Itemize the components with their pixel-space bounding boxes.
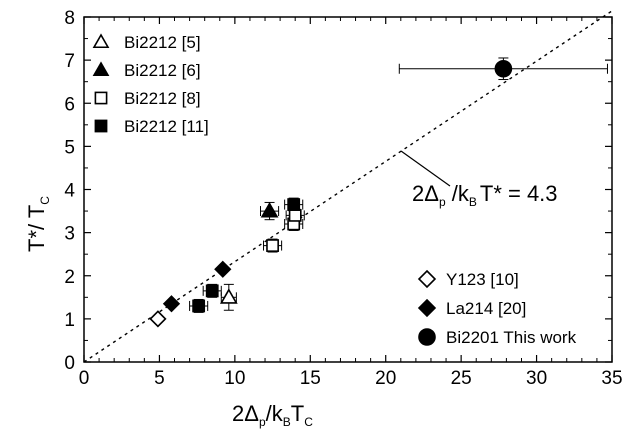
x-tick-label: 5 (154, 368, 165, 389)
y-tick-label: 2 (64, 267, 75, 288)
y-tick-label: 4 (64, 181, 75, 202)
legend-label: La214 [20] (446, 299, 526, 318)
data-point (287, 198, 301, 211)
y-tick-label: 1 (64, 310, 75, 331)
data-point (214, 260, 232, 278)
legend-marker (418, 328, 436, 346)
data-point (266, 239, 279, 252)
data-point (288, 208, 302, 222)
data-point (494, 59, 513, 78)
legend-label: Bi2212 [6] (124, 61, 201, 80)
data-point (219, 288, 238, 304)
legend-label: Bi2212 [5] (124, 33, 201, 52)
legend-marker (94, 119, 108, 133)
y-tick-label: 5 (64, 137, 75, 158)
legend-marker (417, 298, 437, 318)
data-point (205, 284, 219, 298)
data-point (162, 295, 181, 313)
legend-marker (92, 61, 110, 77)
x-tick-label: 35 (601, 368, 622, 389)
legend-marker (94, 91, 108, 105)
x-tick-label: 10 (224, 368, 245, 389)
x-tick-label: 15 (300, 368, 321, 389)
y-axis-title: T*/ TC (24, 196, 52, 252)
y-tick-label: 6 (64, 94, 75, 115)
x-tick-label: 30 (526, 368, 547, 389)
x-axis-title: 2Δp/kBTC (232, 401, 313, 429)
annotation-text: 2Δp /kB T* = 4.3 (412, 181, 558, 209)
annotation-leader-line (400, 150, 451, 187)
data-point (192, 299, 206, 313)
data-point (260, 201, 279, 218)
legend-marker (92, 33, 110, 49)
legend-label: Y123 [10] (446, 270, 519, 289)
legend-label: Bi2212 [11] (124, 117, 209, 136)
x-tick-label: 0 (79, 368, 90, 389)
x-tick-label: 20 (375, 368, 396, 389)
y-tick-label: 3 (64, 224, 75, 245)
legend-label: Bi2212 [8] (124, 89, 201, 108)
legend-marker (417, 269, 437, 289)
y-tick-label: 7 (64, 51, 75, 72)
y-tick-label: 0 (64, 353, 75, 374)
legend-label: Bi2201 This work (446, 328, 577, 347)
data-point (149, 310, 167, 328)
y-tick-label: 8 (64, 8, 75, 29)
x-tick-label: 25 (451, 368, 472, 389)
